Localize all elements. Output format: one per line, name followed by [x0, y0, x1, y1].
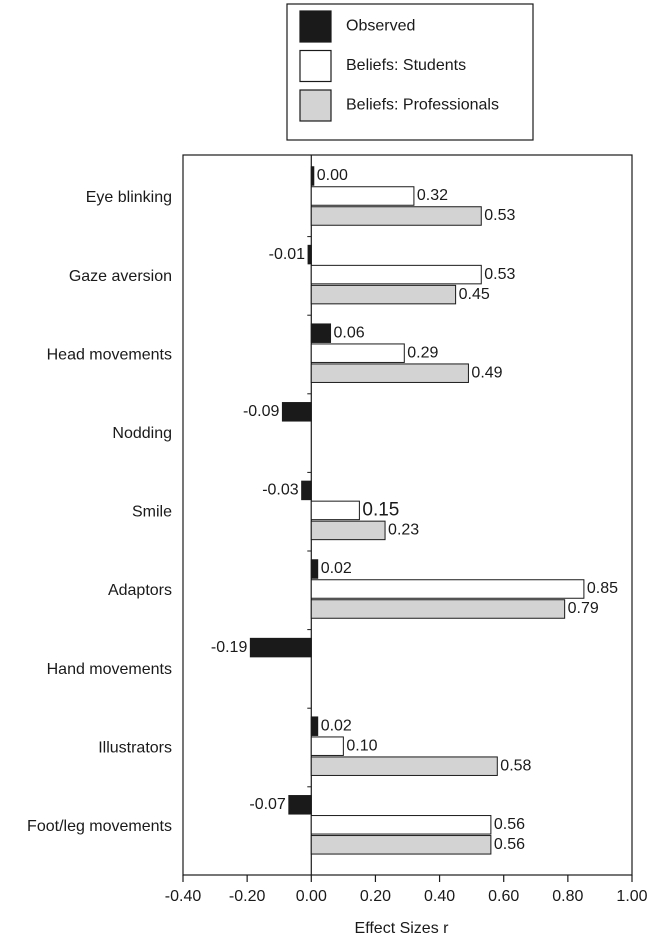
bar-students — [310, 815, 492, 835]
bar-professionals — [310, 206, 482, 226]
x-tick-label: 1.00 — [616, 888, 647, 905]
legend-swatch-1 — [299, 49, 332, 83]
bar-professionals — [310, 520, 386, 541]
bar-professionals — [310, 363, 469, 383]
bar-observed — [281, 402, 312, 422]
bar-students — [310, 186, 415, 206]
category-label: Illustrators — [98, 739, 172, 756]
category-label: Eye blinking — [86, 189, 172, 206]
x-tick-label: 0.00 — [296, 888, 327, 905]
legend-label-2: Beliefs: Professionals — [346, 97, 499, 114]
data-label: 0.79 — [568, 600, 599, 617]
bar-observed — [310, 166, 315, 186]
bar-students — [310, 264, 482, 285]
legend-swatch-2 — [299, 89, 332, 122]
bar-professionals — [310, 599, 566, 619]
data-label: 0.23 — [388, 522, 419, 539]
data-label: -0.09 — [243, 403, 280, 420]
x-tick-label: -0.20 — [229, 888, 266, 905]
data-label: 0.58 — [500, 757, 531, 774]
category-label: Head movements — [47, 346, 172, 363]
data-label: 0.45 — [459, 286, 490, 303]
category-label: Nodding — [112, 425, 172, 442]
category-label: Smile — [132, 504, 172, 521]
bar-observed — [249, 637, 312, 658]
data-label: 0.49 — [471, 364, 502, 381]
bar-students — [310, 343, 405, 363]
bar-observed — [301, 480, 312, 501]
bar-professionals — [310, 284, 457, 305]
data-label: 0.02 — [321, 717, 352, 734]
data-label: 0.53 — [484, 266, 515, 283]
x-axis-title: Effect Sizes r — [355, 920, 450, 937]
plot-frame — [182, 154, 633, 876]
bar-observed — [310, 323, 332, 343]
x-tick-label: 0.80 — [552, 888, 583, 905]
bar-professionals — [310, 835, 492, 855]
data-label: 0.06 — [334, 324, 365, 341]
data-label: 0.53 — [484, 207, 515, 224]
category-label: Hand movements — [47, 661, 172, 678]
data-label: 0.00 — [317, 167, 348, 184]
data-label: 0.15 — [362, 499, 399, 520]
bar-professionals — [310, 756, 498, 776]
data-label: 0.85 — [587, 580, 618, 597]
bar-students — [310, 579, 585, 599]
x-tick-label: 0.20 — [360, 888, 391, 905]
category-label: Gaze aversion — [69, 268, 172, 285]
legend-swatch-0 — [299, 10, 332, 43]
data-label: -0.01 — [269, 246, 306, 263]
x-tick-label: -0.40 — [165, 888, 202, 905]
data-label: 0.56 — [494, 816, 525, 833]
data-label: -0.07 — [249, 796, 286, 813]
category-label: Foot/leg movements — [27, 818, 172, 835]
data-label: -0.03 — [262, 482, 299, 499]
x-tick-label: 0.40 — [424, 888, 455, 905]
bar-observed — [307, 244, 312, 265]
data-label: 0.10 — [346, 737, 377, 754]
bar-observed — [288, 795, 312, 815]
data-label: -0.19 — [211, 639, 248, 656]
legend-label-1: Beliefs: Students — [346, 57, 466, 74]
bar-observed — [310, 716, 319, 736]
data-label: 0.02 — [321, 560, 352, 577]
bar-students — [310, 500, 360, 521]
bar-students — [310, 736, 344, 756]
bar-observed — [310, 559, 319, 579]
data-label: 0.32 — [417, 187, 448, 204]
legend-label-0: Observed — [346, 18, 415, 35]
data-label: 0.29 — [407, 344, 438, 361]
data-label: 0.56 — [494, 836, 525, 853]
category-label: Adaptors — [108, 582, 172, 599]
x-tick-label: 0.60 — [488, 888, 519, 905]
